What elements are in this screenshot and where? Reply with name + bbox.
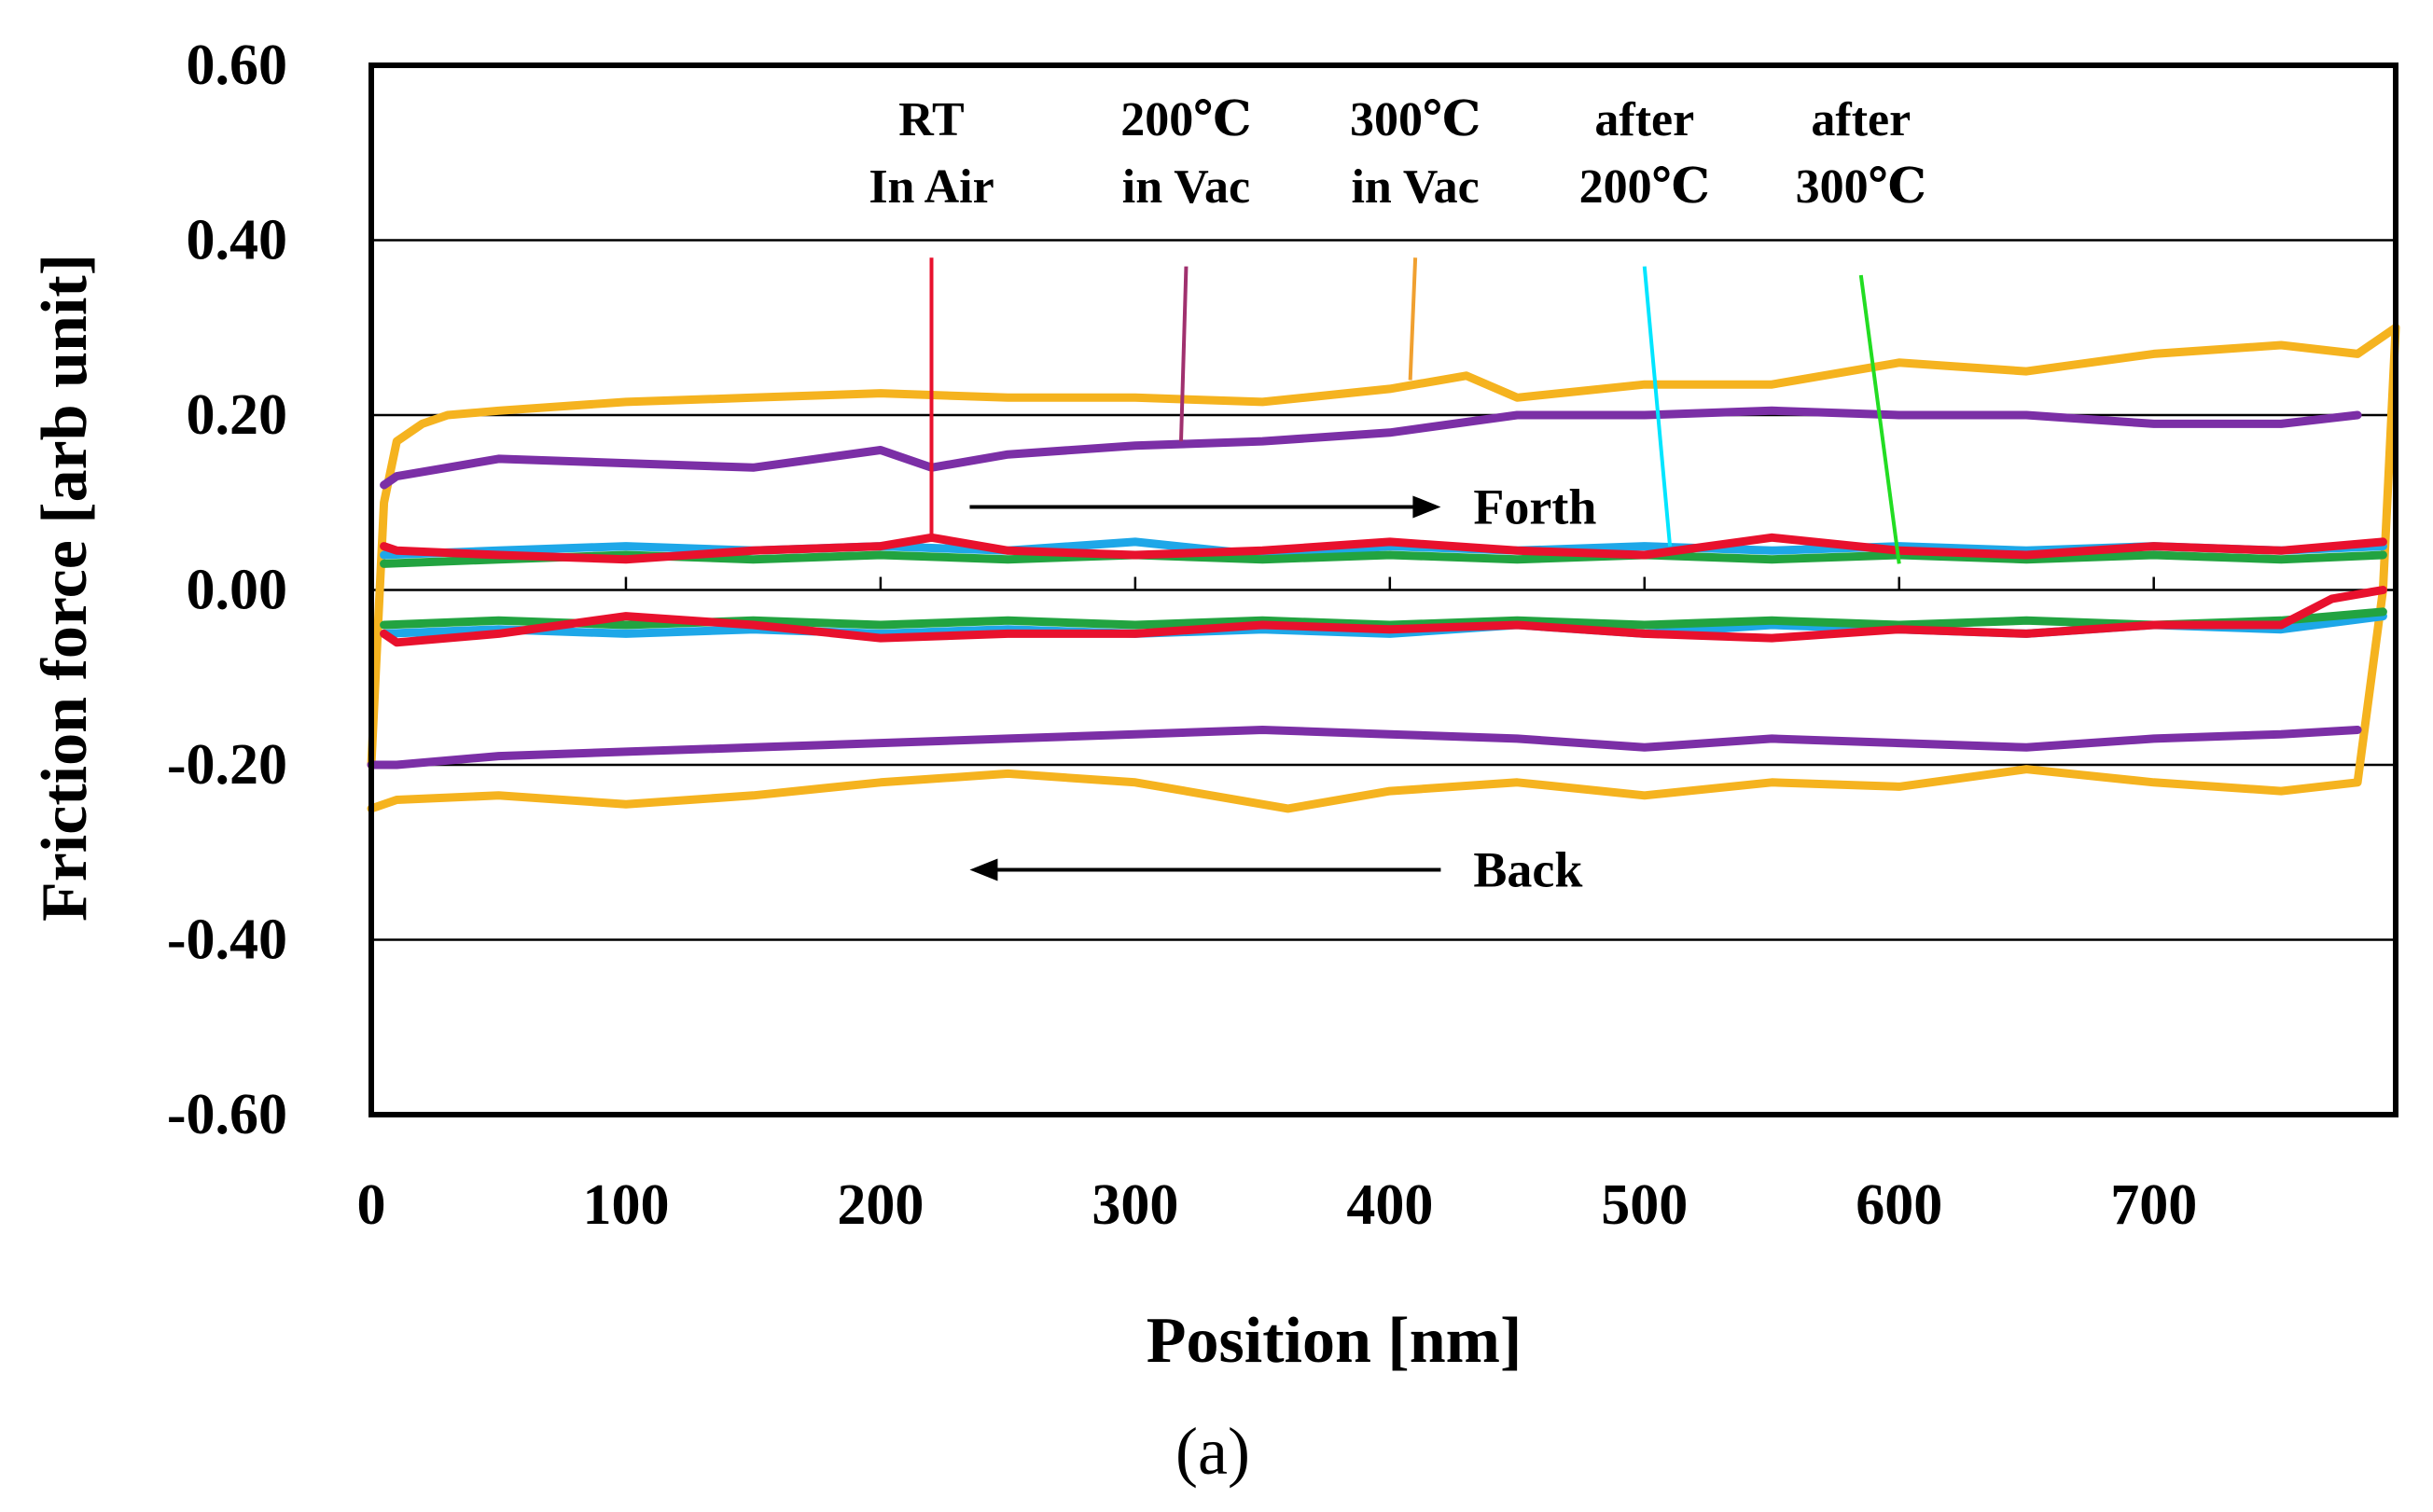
annotation-label: after bbox=[1594, 93, 1694, 146]
x-tick-label: 0 bbox=[357, 1173, 386, 1237]
annotation-pointer-2 bbox=[1408, 257, 1418, 381]
y-axis-title: Friction force [arb unit] bbox=[29, 254, 101, 922]
annotation-pointer-4 bbox=[1858, 274, 1901, 564]
annotation-label: 200℃ bbox=[1120, 93, 1251, 146]
series-4-forth-line bbox=[380, 533, 2387, 564]
series-0-back-line bbox=[367, 323, 2400, 813]
x-tick-label: 500 bbox=[1601, 1173, 1688, 1237]
annotation-label: in Vac bbox=[1351, 160, 1479, 214]
annotation-label: in Vac bbox=[1122, 160, 1250, 214]
annotation-pointer-3 bbox=[1642, 266, 1673, 547]
annotation-label: In Air bbox=[869, 160, 994, 214]
y-tick-labels: 0.60 0.40 0.20 0.00 -0.20 -0.40 -0.60 bbox=[167, 34, 287, 1146]
y-tick-label: 0.60 bbox=[187, 34, 288, 97]
series-1-back-line bbox=[367, 726, 2362, 770]
x-tick-labels: 0 100 200 300 400 500 600 700 bbox=[357, 1173, 2198, 1237]
series-4-back-line bbox=[380, 586, 2387, 647]
annotation-pointer-1 bbox=[1179, 266, 1189, 442]
arrow-forth-head bbox=[1412, 495, 1441, 519]
series-1-forth-line bbox=[380, 406, 2362, 490]
x-tick-label: 700 bbox=[2110, 1173, 2197, 1237]
x-tick-label: 400 bbox=[1346, 1173, 1433, 1237]
plot-frame bbox=[368, 62, 2398, 1117]
annotations: RT In Air 200℃ in Vac 300℃ in Vac after 200℃ aft… bbox=[869, 93, 1926, 898]
y-tick-label: 0.20 bbox=[187, 383, 288, 447]
series-3-forth-line bbox=[380, 550, 2387, 568]
x-axis-title: Position [nm] bbox=[1147, 1305, 1522, 1377]
annotation-label: RT bbox=[898, 93, 964, 146]
panel-label: (a) bbox=[1175, 1414, 1250, 1489]
x-tick-label: 200 bbox=[837, 1173, 924, 1237]
x-tick-label: 100 bbox=[582, 1173, 669, 1237]
annotation-label: 300℃ bbox=[1350, 93, 1481, 146]
annotation-label: 200℃ bbox=[1579, 160, 1710, 214]
arrow-label-forth: Forth bbox=[1473, 479, 1596, 534]
arrow-back-head bbox=[969, 858, 998, 881]
series-0-forth-line bbox=[367, 323, 2400, 770]
annotation-label: after bbox=[1811, 93, 1911, 146]
series-lines bbox=[367, 323, 2400, 813]
gridlines bbox=[371, 239, 2396, 941]
x-tick-label: 300 bbox=[1091, 1173, 1178, 1237]
y-tick-label: 0.00 bbox=[187, 559, 288, 622]
y-tick-label: 0.40 bbox=[187, 209, 288, 272]
y-tick-label: -0.20 bbox=[167, 733, 287, 797]
arrow-label-back: Back bbox=[1473, 842, 1582, 898]
y-tick-label: -0.40 bbox=[167, 909, 287, 972]
y-tick-label: -0.60 bbox=[167, 1083, 287, 1146]
x-tick-label: 600 bbox=[1856, 1173, 1942, 1237]
annotation-label: 300℃ bbox=[1796, 160, 1926, 214]
